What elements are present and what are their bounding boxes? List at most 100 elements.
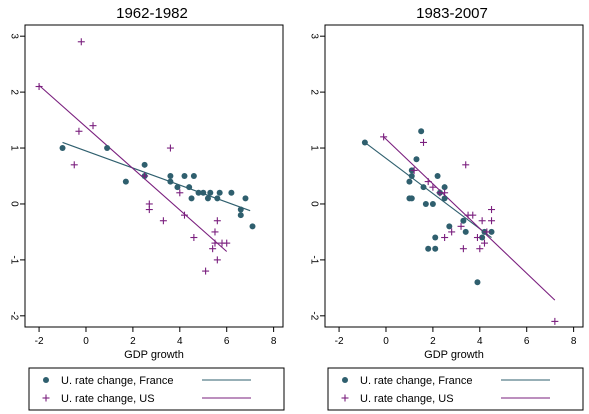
data-point-us bbox=[459, 245, 467, 253]
data-point-france bbox=[141, 161, 148, 168]
legend: U. rate change, France U. rate change, US bbox=[327, 367, 584, 411]
data-point-us bbox=[448, 228, 456, 236]
legend-label-us: U. rate change, US bbox=[360, 393, 454, 405]
data-point-us bbox=[410, 166, 418, 174]
data-point-us bbox=[176, 189, 184, 197]
data-point-france bbox=[59, 145, 66, 152]
data-point-france bbox=[237, 212, 244, 219]
data-point-us bbox=[89, 122, 97, 130]
data-point-us bbox=[180, 211, 188, 219]
data-point-france bbox=[249, 223, 256, 230]
x-tick-label: 0 bbox=[383, 336, 389, 347]
data-point-france bbox=[413, 156, 420, 163]
y-tick-label: 1 bbox=[8, 145, 19, 151]
y-tick-label: -2 bbox=[8, 311, 19, 320]
legend-marker-us bbox=[341, 394, 349, 402]
x-tick-label: 8 bbox=[271, 336, 277, 347]
data-point-us bbox=[75, 127, 83, 135]
data-point-us bbox=[476, 245, 484, 253]
legend-label-us: U. rate change, US bbox=[61, 393, 155, 405]
data-point-us bbox=[159, 217, 167, 225]
data-point-us bbox=[77, 38, 85, 46]
x-tick-label: 4 bbox=[477, 336, 483, 347]
x-tick-label: 8 bbox=[571, 336, 577, 347]
data-point-france bbox=[361, 139, 368, 146]
data-point-us bbox=[483, 228, 491, 236]
data-point-france bbox=[174, 184, 181, 191]
data-point-us bbox=[441, 189, 449, 197]
data-point-france bbox=[432, 234, 439, 241]
fit-line-france bbox=[62, 141, 251, 212]
data-point-us bbox=[478, 217, 486, 225]
data-point-france bbox=[434, 173, 441, 179]
data-point-france bbox=[488, 228, 495, 235]
x-tick-label: -2 bbox=[35, 336, 44, 347]
y-tick-label: -1 bbox=[308, 255, 319, 264]
plot-frame bbox=[24, 24, 284, 328]
legend-box bbox=[28, 367, 285, 411]
panel-2: 1983-2007 -2 0 2 4 6 8 -2 -1 0 1 2 3 GDP growth U. rat… bbox=[308, 5, 584, 411]
y-tick-label: -2 bbox=[308, 311, 319, 320]
data-point-france bbox=[446, 223, 453, 230]
data-point-france bbox=[122, 178, 129, 185]
data-point-france bbox=[104, 145, 111, 152]
y-tick-label: 1 bbox=[308, 145, 319, 151]
data-point-france bbox=[167, 173, 174, 179]
data-point-us bbox=[166, 144, 174, 152]
data-point-us bbox=[211, 228, 219, 236]
x-tick-label: 0 bbox=[83, 336, 89, 347]
chart-title: 1983-2007 bbox=[416, 5, 488, 22]
y-tick-label: -1 bbox=[8, 255, 19, 264]
x-tick-label: 2 bbox=[430, 336, 436, 347]
y-tick-label: 0 bbox=[308, 201, 319, 207]
data-point-france bbox=[237, 206, 244, 213]
data-point-us bbox=[35, 83, 43, 91]
data-point-france bbox=[462, 228, 469, 235]
legend: U. rate change, France U. rate change, US bbox=[28, 367, 285, 411]
data-point-us bbox=[480, 239, 488, 247]
legend-label-france: U. rate change, France bbox=[360, 375, 473, 387]
data-point-us bbox=[145, 206, 153, 214]
data-point-us bbox=[202, 267, 210, 275]
x-tick-label: 4 bbox=[177, 336, 183, 347]
data-point-france bbox=[188, 195, 195, 202]
data-point-france bbox=[195, 189, 202, 196]
plot-frame bbox=[324, 24, 584, 328]
y-tick-label: 2 bbox=[8, 89, 19, 95]
legend-marker-france bbox=[43, 377, 49, 383]
legend-box bbox=[327, 367, 584, 411]
data-point-france bbox=[460, 217, 467, 224]
data-point-france bbox=[479, 234, 486, 241]
data-point-france bbox=[441, 184, 448, 191]
data-point-france bbox=[429, 200, 436, 207]
y-tick-label: 3 bbox=[8, 33, 19, 39]
y-tick-label: 3 bbox=[308, 33, 319, 39]
data-point-france bbox=[228, 189, 235, 196]
data-point-france bbox=[408, 195, 415, 202]
x-axis-label: GDP growth bbox=[424, 349, 484, 361]
data-point-france bbox=[186, 184, 193, 191]
panel-1: 1962-1982 -2 0 2 4 6 8 -2 -1 0 1 2 3 GDP growth U. rat… bbox=[8, 5, 285, 411]
data-point-us bbox=[429, 183, 437, 191]
data-point-us bbox=[488, 206, 496, 214]
data-point-france bbox=[167, 178, 174, 185]
data-point-us bbox=[70, 161, 78, 169]
data-point-us bbox=[380, 133, 388, 141]
x-axis-label: GDP growth bbox=[124, 349, 184, 361]
data-point-us bbox=[424, 178, 432, 186]
data-point-france bbox=[204, 195, 211, 202]
data-point-france bbox=[441, 195, 448, 202]
data-point-us bbox=[551, 317, 559, 325]
data-point-us bbox=[213, 217, 221, 225]
legend-marker-france bbox=[342, 377, 348, 383]
legend-label-france: U. rate change, France bbox=[61, 375, 174, 387]
data-point-us bbox=[141, 172, 149, 180]
fit-line-us bbox=[383, 136, 556, 301]
chart-title: 1962-1982 bbox=[116, 5, 188, 22]
data-point-us bbox=[469, 211, 477, 219]
x-tick-label: 6 bbox=[224, 336, 230, 347]
data-point-france bbox=[408, 173, 415, 179]
data-point-us bbox=[213, 256, 221, 264]
data-point-france bbox=[214, 195, 221, 202]
data-point-us bbox=[457, 222, 465, 230]
